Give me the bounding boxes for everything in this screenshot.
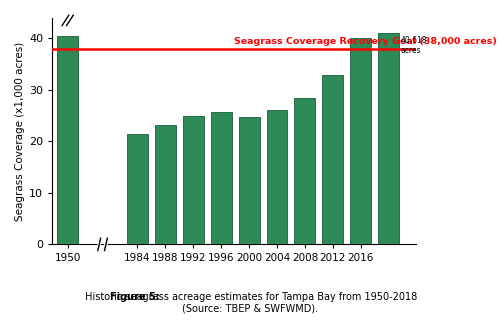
Bar — [350, 38, 371, 244]
Y-axis label: Seagrass Coverage (x1,000 acres): Seagrass Coverage (x1,000 acres) — [15, 42, 25, 221]
Bar — [294, 98, 316, 244]
Bar — [238, 117, 260, 244]
Text: Seagrass Coverage Recovery Goal (38,000 acres): Seagrass Coverage Recovery Goal (38,000 … — [234, 36, 497, 46]
Text: Figure 5:: Figure 5: — [110, 292, 160, 302]
Bar — [378, 33, 399, 244]
Text: Historic seagrass acreage estimates for Tampa Bay from 1950-2018
(Source: TBEP &: Historic seagrass acreage estimates for … — [82, 292, 417, 314]
Bar — [155, 125, 176, 244]
Bar — [266, 110, 287, 244]
Bar — [210, 111, 232, 244]
Bar — [322, 76, 344, 244]
Bar — [183, 116, 204, 244]
Text: 40,618
acres: 40,618 acres — [400, 36, 427, 55]
Bar — [57, 36, 78, 244]
Bar — [127, 134, 148, 244]
